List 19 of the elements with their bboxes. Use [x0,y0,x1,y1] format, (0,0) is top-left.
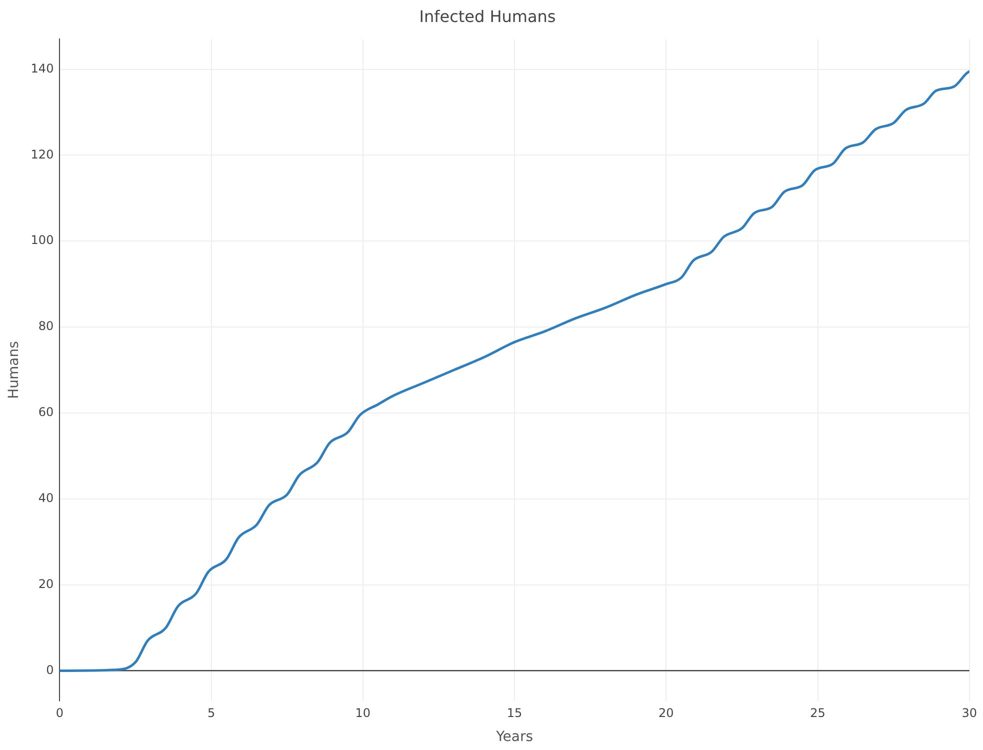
y-tick-label: 0 [46,662,54,677]
x-tick-label: 0 [56,706,64,720]
x-tick-label: 25 [810,706,826,720]
y-tick-label: 100 [30,233,54,248]
x-tick-label: 30 [962,706,978,720]
line-series [60,70,970,672]
y-tick-label: 80 [38,319,54,334]
y-tick-label: 140 [30,61,54,76]
x-tick-label: 20 [658,706,674,720]
x-tick-label: 5 [207,706,216,720]
y-tick-label: 60 [38,405,54,420]
x-tick-label: 15 [506,706,522,720]
y-tick-label: 120 [30,147,54,162]
x-axis-title: Years [495,729,534,746]
x-tick-label: 10 [355,706,371,720]
y-tick-label: 40 [38,491,54,506]
chart-title: Infected Humans [419,6,556,26]
y-axis-title: Humans [6,341,22,399]
y-tick-label: 20 [38,576,54,591]
